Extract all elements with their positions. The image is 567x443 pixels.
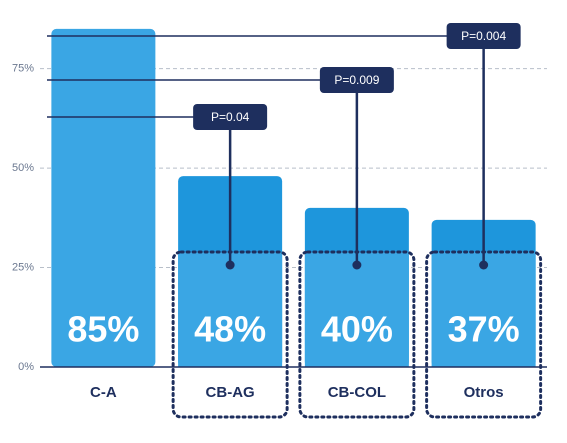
highlight-region	[178, 252, 283, 367]
connector-dot	[225, 260, 235, 270]
annotation-box	[319, 67, 394, 93]
connector-dot	[479, 260, 489, 270]
x-tick-label: Otros	[464, 384, 504, 401]
x-tick-label: CB-COL	[328, 384, 386, 401]
x-tick-label: CB-AG	[206, 384, 255, 401]
y-tick-label: 0%	[18, 361, 34, 373]
bar	[51, 28, 156, 368]
annotation: P=0.009	[334, 73, 379, 87]
highlight-region	[304, 252, 409, 367]
value-label: 40%	[321, 309, 393, 350]
value-label: 37%	[448, 309, 520, 350]
highlight-region	[431, 252, 536, 367]
y-tick-label: 50%	[12, 162, 34, 174]
value-label: 85%	[67, 309, 139, 350]
annotation-box	[446, 23, 521, 49]
annotation-box	[193, 104, 268, 130]
x-tick-label: C-A	[90, 384, 117, 401]
y-tick-label: 75%	[12, 63, 34, 75]
annotation: P=0.004	[461, 29, 506, 43]
value-label: 48%	[194, 309, 266, 350]
y-tick-label: 25%	[12, 261, 34, 273]
connector-dot	[352, 260, 362, 270]
annotation: P=0.04	[211, 110, 250, 124]
